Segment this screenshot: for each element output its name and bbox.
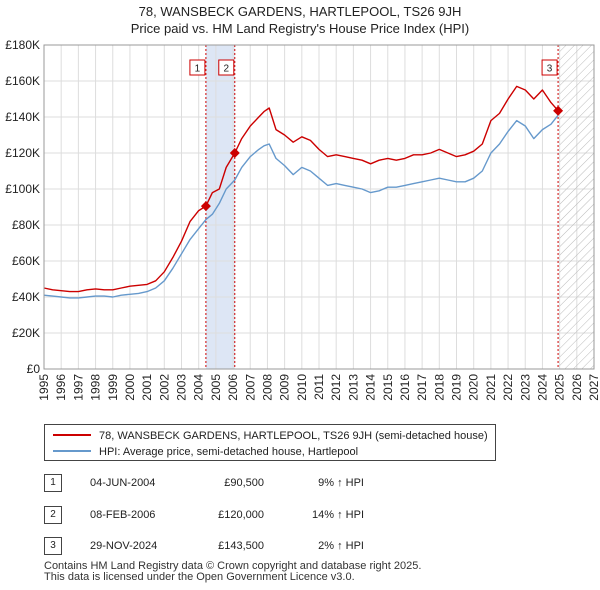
x-tick-label: 2027 xyxy=(587,374,600,401)
sale-price: £120,000 xyxy=(218,509,264,521)
x-tick-label: 2000 xyxy=(123,374,137,401)
sale-hpi-change: 2% ↑ HPI xyxy=(318,540,364,552)
series-line-price xyxy=(43,85,559,293)
sale-row-2: 2 08-FEB-2006 £120,000 14% ↑ HPI xyxy=(44,506,464,524)
sale-date: 29-NOV-2024 xyxy=(90,540,158,552)
x-tick-label: 2008 xyxy=(260,374,274,401)
sale-price: £143,500 xyxy=(218,540,264,552)
x-tick-label: 2003 xyxy=(175,374,189,401)
legend-label-price: 78, WANSBECK GARDENS, HARTLEPOOL, TS26 9… xyxy=(99,430,488,442)
sale-row-3: 3 29-NOV-2024 £143,500 2% ↑ HPI xyxy=(44,537,464,555)
sale-row-1: 1 04-JUN-2004 £90,500 9% ↑ HPI xyxy=(44,474,464,492)
x-tick-label: 1998 xyxy=(89,374,103,401)
y-tick-label: £100K xyxy=(5,182,40,196)
sale-price: £90,500 xyxy=(224,477,264,489)
title-line-1: 78, WANSBECK GARDENS, HARTLEPOOL, TS26 9… xyxy=(138,4,462,19)
sale-lines-layer xyxy=(205,45,559,369)
shade-layer xyxy=(205,45,235,369)
forecast-layer xyxy=(559,45,594,369)
footer-copyright: Contains HM Land Registry data © Crown c… xyxy=(44,560,422,572)
x-tick-label: 2009 xyxy=(278,374,292,401)
y-tick-label: £20K xyxy=(12,326,40,340)
x-tick-label: 2023 xyxy=(518,374,532,401)
x-tick-label: 2025 xyxy=(553,374,567,401)
sale-marker xyxy=(553,105,564,116)
sale-date: 08-FEB-2006 xyxy=(90,509,156,521)
x-tick-label: 2002 xyxy=(157,374,171,401)
y-tick-label: £160K xyxy=(5,74,40,88)
sale-label-box xyxy=(189,59,206,76)
y-tick-label: £40K xyxy=(12,290,40,304)
x-tick-label: 2011 xyxy=(312,374,326,400)
x-tick-label: 1996 xyxy=(54,374,68,401)
x-tick-label: 2015 xyxy=(381,374,395,401)
footer: Contains HM Land Registry data © Crown c… xyxy=(44,561,421,583)
legend-item-price: 78, WANSBECK GARDENS, HARTLEPOOL, TS26 9… xyxy=(53,428,488,444)
sale-marker xyxy=(200,201,211,212)
x-tick-label: 2007 xyxy=(243,374,257,401)
legend-swatch-hpi xyxy=(53,450,91,453)
sale-marker xyxy=(229,148,240,158)
x-tick-label: 2022 xyxy=(501,374,515,401)
legend-label-hpi: HPI: Average price, semi-detached house,… xyxy=(99,446,359,458)
x-tick-label: 2013 xyxy=(346,374,360,401)
x-tick-label: 2001 xyxy=(140,374,154,401)
plot-border xyxy=(43,44,595,370)
sale-label-number: 3 xyxy=(547,64,553,75)
y-tick-label: £80K xyxy=(12,218,40,232)
y-tick-label: £0 xyxy=(27,362,41,376)
title-line-2: Price paid vs. HM Land Registry's House … xyxy=(130,21,470,36)
sale-date: 04-JUN-2004 xyxy=(90,477,156,489)
x-tick-label: 2014 xyxy=(364,374,378,401)
footer-licence: This data is licensed under the Open Gov… xyxy=(44,571,355,583)
x-tick-label: 2021 xyxy=(484,374,498,401)
sale-label-number: 1 xyxy=(195,64,201,75)
x-tick-label: 1999 xyxy=(106,374,120,401)
x-tick-label: 2016 xyxy=(398,374,412,401)
y-tick-label: £180K xyxy=(5,38,40,52)
y-tick-label: £60K xyxy=(12,254,40,268)
x-tick-label: 2012 xyxy=(329,374,343,401)
y-tick-label: £120K xyxy=(5,146,40,160)
forecast-hatch xyxy=(559,45,594,369)
y-tick-label: £140K xyxy=(5,110,40,124)
x-tick-label: 2005 xyxy=(209,374,223,401)
legend: 78, WANSBECK GARDENS, HARTLEPOOL, TS26 9… xyxy=(44,424,496,461)
x-tick-label: 2024 xyxy=(535,374,549,401)
x-tick-label: 2010 xyxy=(295,374,309,401)
sale-hpi-change: 14% ↑ HPI xyxy=(312,509,364,521)
sale-label-number: 2 xyxy=(224,64,230,75)
series-line-hpi xyxy=(43,114,559,299)
legend-swatch-price xyxy=(53,434,91,437)
sale-label-box xyxy=(541,59,558,76)
sale-hpi-change: 9% ↑ HPI xyxy=(318,477,364,489)
x-tick-label: 1997 xyxy=(71,374,85,401)
series-layer xyxy=(43,85,559,299)
chart-title: 78, WANSBECK GARDENS, HARTLEPOOL, TS26 9… xyxy=(0,3,600,37)
x-tick-label: 2004 xyxy=(192,374,206,401)
price-chart: £0 £20K £40K £60K £80K £100K £120K £140K £160K £1… xyxy=(5,38,600,401)
sale-number-badge: 1 xyxy=(44,474,62,492)
x-tick-label: 2018 xyxy=(432,374,446,401)
marker-layer: 1 2 3 xyxy=(189,59,564,212)
legend-item-hpi: HPI: Average price, semi-detached house,… xyxy=(53,444,358,460)
sale-number-badge: 2 xyxy=(44,506,62,524)
x-tick-label: 1995 xyxy=(37,374,51,401)
axis-layer: £0 £20K £40K £60K £80K £100K £120K £140K £160K £1… xyxy=(5,38,600,401)
x-tick-label: 2017 xyxy=(415,374,429,401)
x-tick-label: 2026 xyxy=(570,374,584,401)
shaded-period xyxy=(205,45,235,369)
sale-number-badge: 3 xyxy=(44,537,62,555)
x-tick-label: 2006 xyxy=(226,374,240,401)
x-tick-label: 2019 xyxy=(450,374,464,401)
x-tick-label: 2020 xyxy=(467,374,481,401)
sale-label-box xyxy=(218,59,235,76)
